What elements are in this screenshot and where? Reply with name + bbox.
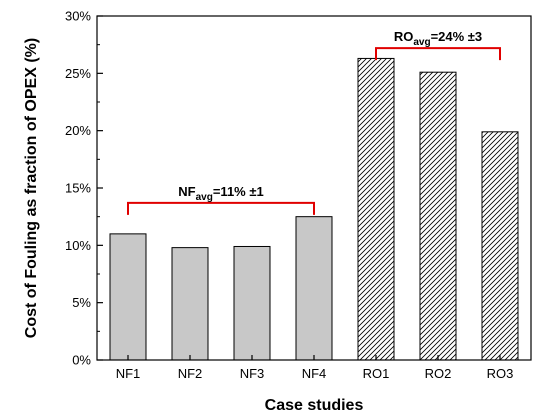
- y-tick-label: 20%: [65, 123, 91, 138]
- bar-ro1: [357, 57, 395, 361]
- x-tick-label: NF1: [116, 366, 141, 381]
- bar-nf3: [233, 245, 271, 361]
- x-tick-label: NF4: [302, 366, 327, 381]
- y-tick-label: 10%: [65, 238, 91, 253]
- x-tick-label: NF2: [178, 366, 203, 381]
- bracket-nf: [127, 201, 315, 215]
- bar-nf1: [109, 233, 147, 361]
- y-tick-label: 30%: [65, 9, 91, 24]
- y-tick-label: 0%: [72, 353, 91, 368]
- x-tick-label: RO3: [487, 366, 514, 381]
- bar-nf4: [295, 216, 333, 361]
- x-tick-label: NF3: [240, 366, 265, 381]
- x-axis-title: Case studies: [265, 397, 364, 414]
- bar-ro2: [419, 71, 457, 361]
- x-tick-label: RO1: [363, 366, 390, 381]
- y-axis-title: Cost of Fouling as fraction of OPEX (%): [23, 38, 40, 338]
- y-tick-label: 25%: [65, 66, 91, 81]
- annotations-layer: NFavg=11% ±1 ROavg=24% ±3: [127, 29, 501, 215]
- annotation-nf: NFavg=11% ±1: [178, 184, 263, 203]
- bracket-ro: [375, 47, 501, 61]
- annotation-ro: ROavg=24% ±3: [394, 29, 482, 48]
- bars-layer: [109, 57, 519, 361]
- y-tick-label: 5%: [72, 295, 91, 310]
- bar-nf2: [171, 247, 209, 361]
- y-tick-label: 15%: [65, 181, 91, 196]
- bar-ro3: [481, 131, 519, 361]
- axes-layer: 0% 5% 10% 15% 20% 25% 30% NF1 NF2 NF3 NF4 RO1 RO2 RO3: [65, 9, 532, 381]
- x-tick-label: RO2: [425, 366, 452, 381]
